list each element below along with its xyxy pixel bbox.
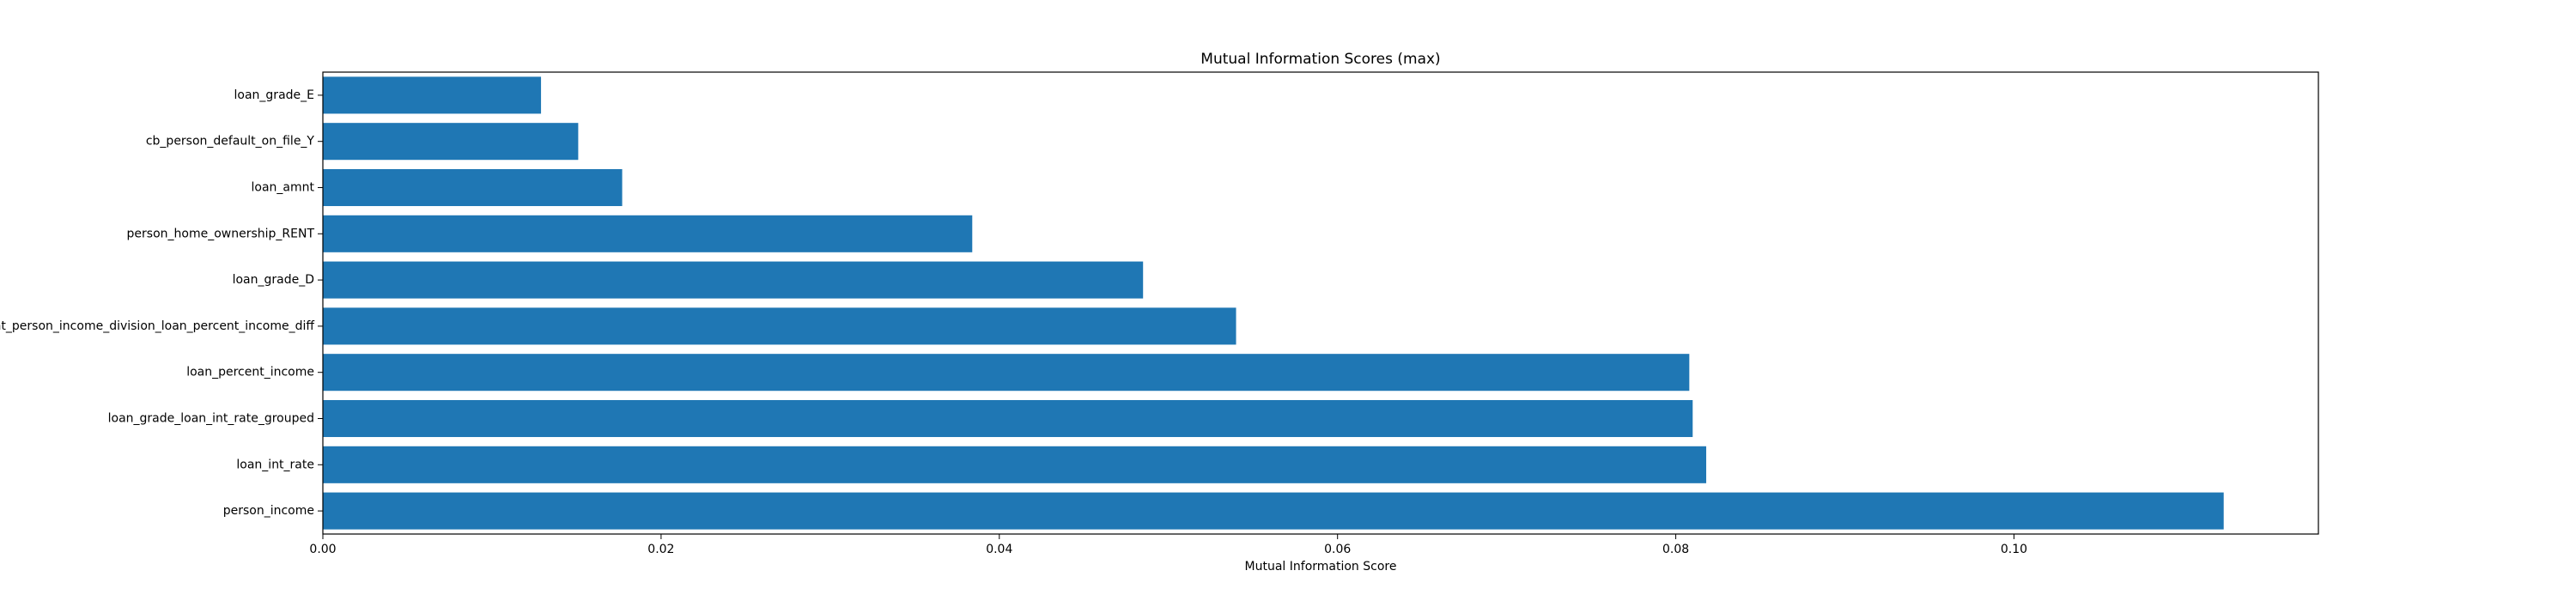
y-ticks-group: loan_grade_E cb_person_default_on_file_Yl… <box>0 88 323 518</box>
bar-person_income <box>323 492 2224 530</box>
bar-loan_amnt <box>323 168 623 207</box>
x-axis-label: Mutual Information Score <box>1245 560 1397 574</box>
x-tick-label: 0.08 <box>1662 543 1689 556</box>
y-tick-label: person_home_ownership_RENT <box>127 227 315 240</box>
x-tick-label: 0.06 <box>1324 543 1351 556</box>
y-tick-label: cb_person_default_on_file_Y <box>146 135 315 149</box>
chart-title: Mutual Information Scores (max) <box>1200 51 1440 68</box>
x-tick-label: 0.04 <box>986 543 1012 556</box>
y-tick-label: loan_percent_income <box>186 366 314 379</box>
bar-loan_int_rate <box>323 446 1707 483</box>
bar-loan_grade_E <box>323 76 542 114</box>
bar-loan_grade_D <box>323 261 1144 299</box>
y-tick-label: loan_amnt <box>252 181 315 195</box>
x-tick-label: 0.02 <box>647 543 674 556</box>
bar-cb_person_default_on_file_Y <box>323 123 579 161</box>
y-tick-label: loan_grade_D <box>233 273 314 287</box>
x-tick-label: 0.10 <box>2001 543 2027 556</box>
y-tick-label: loan_int_rate <box>236 458 314 471</box>
y-tick-label: loan_grade_E <box>234 88 314 102</box>
x-ticks-group: 0.00 0.02 0.04 0.06 0.08 0.10 <box>309 534 2027 556</box>
y-tick-label: person_income <box>223 504 314 518</box>
bars-group <box>323 76 2224 530</box>
x-tick-label: 0.00 <box>309 543 336 556</box>
y-tick-label: loan_amnt_person_income_division_loan_pe… <box>0 319 314 333</box>
bar-loan_amnt_person_income_division_loan_percent_income_diff <box>323 307 1236 345</box>
bar-loan_percent_income <box>323 354 1690 392</box>
bar-person_home_ownership_RENT <box>323 215 973 252</box>
bar-loan_grade_loan_int_rate_grouped <box>323 399 1693 438</box>
y-tick-label: loan_grade_loan_int_rate_grouped <box>108 412 314 426</box>
plot-frame <box>322 71 2319 535</box>
